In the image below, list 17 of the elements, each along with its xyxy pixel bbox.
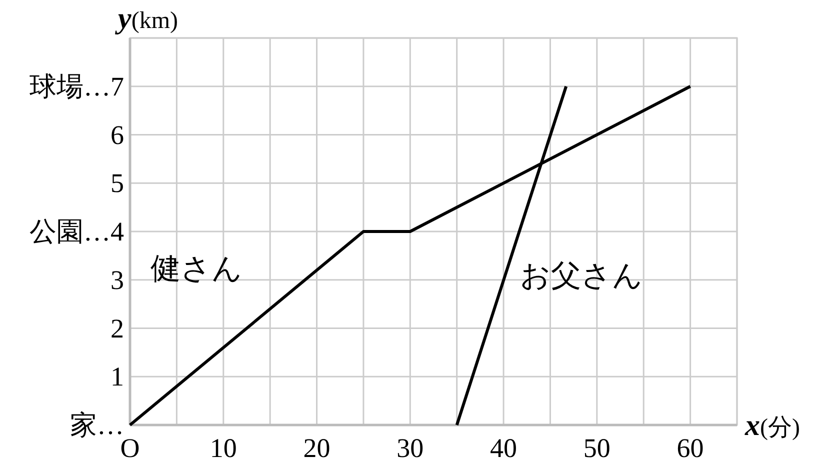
y-tick-label: 3 bbox=[110, 264, 124, 295]
x-tick-label: 40 bbox=[490, 433, 518, 462]
x-tick-label: 30 bbox=[396, 433, 424, 462]
y-tick-label: 5 bbox=[110, 168, 124, 198]
x-tick-label: 10 bbox=[210, 433, 237, 462]
y-tick-label: 球場…7 bbox=[30, 71, 124, 102]
x-tick-label: 50 bbox=[583, 433, 610, 462]
x-tick-label: 20 bbox=[303, 433, 330, 462]
x-tick-label: 60 bbox=[676, 433, 704, 462]
y-tick-label: 1 bbox=[110, 362, 124, 392]
y-tick-label: 公園…4 bbox=[30, 216, 124, 246]
y-tick-label: 6 bbox=[110, 120, 124, 150]
y-axis-title: y(km) bbox=[115, 2, 178, 35]
series-label: 健さん bbox=[150, 252, 243, 286]
y-tick-label: 2 bbox=[110, 313, 124, 344]
series-label: お父さん bbox=[520, 260, 643, 293]
x-axis-title: x(分) bbox=[744, 409, 800, 442]
